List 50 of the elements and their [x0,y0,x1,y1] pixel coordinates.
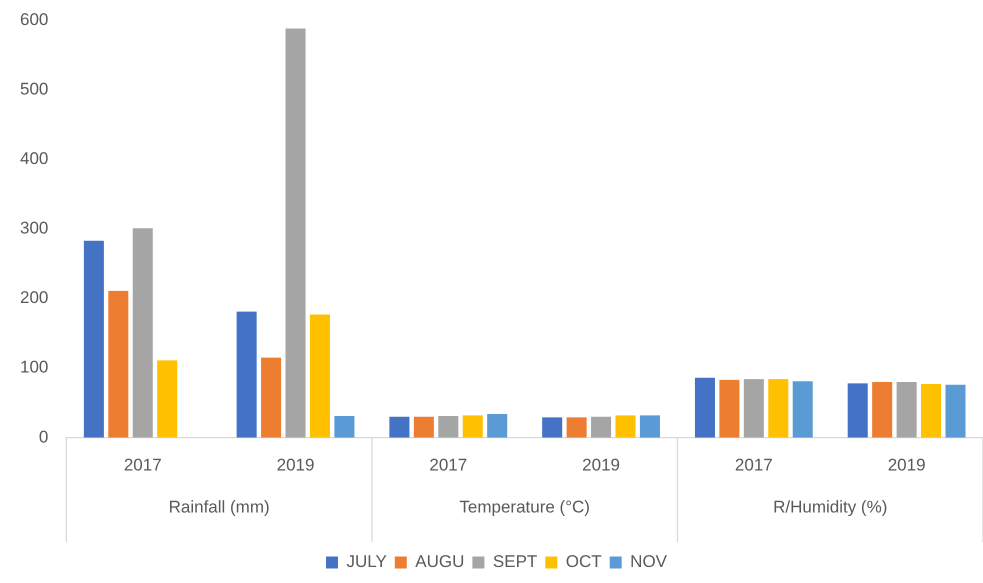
bar [236,312,257,438]
text: Temperature (°C) [459,497,590,516]
x-tick-label: 2019 [276,455,314,474]
y-tick-label: 100 [20,358,48,377]
bar [438,416,458,438]
bar [640,415,660,438]
bar [792,381,813,438]
bar [334,416,354,438]
bar [694,378,715,438]
bar [542,417,562,438]
bar [462,415,483,438]
bar [84,240,104,438]
y-tick-label: 0 [38,427,48,446]
x-tick-label: 2017 [734,455,773,474]
y-tick-label: 200 [20,288,48,308]
bar [768,379,788,438]
x-tick-label: 2017 [124,455,162,474]
bar [261,358,282,438]
bar [744,379,764,438]
x-tick-label: 2017 [429,455,468,474]
bar [157,360,178,438]
y-tick-label: 500 [20,79,48,98]
y-tick-label: 600 [20,10,48,29]
bar [566,417,587,438]
text: R/Humidity (%) [773,497,888,516]
legend-label: OCT [566,552,602,572]
x-tick-label: 2019 [582,455,620,474]
bar [286,28,306,438]
bar [719,380,740,438]
legend-label: NOV [630,552,668,572]
x-tick-label: 2019 [888,455,926,474]
legend-label: AUGU [415,552,464,572]
bar [487,414,508,438]
bar [921,384,942,438]
bar [872,382,892,438]
bar [896,382,917,438]
bar [615,415,636,438]
bar [108,290,128,438]
text: Rainfall (mm) [168,497,270,516]
bar [945,384,966,438]
bar [132,228,153,438]
bar [848,383,868,438]
legend-label: SEPT [492,552,538,572]
bar [310,314,330,438]
bar [591,416,612,438]
bar [414,416,434,438]
bar [389,416,410,438]
y-tick-label: 400 [20,149,48,168]
y-tick-label: 300 [20,218,48,238]
legend-label: JULY [346,552,387,572]
